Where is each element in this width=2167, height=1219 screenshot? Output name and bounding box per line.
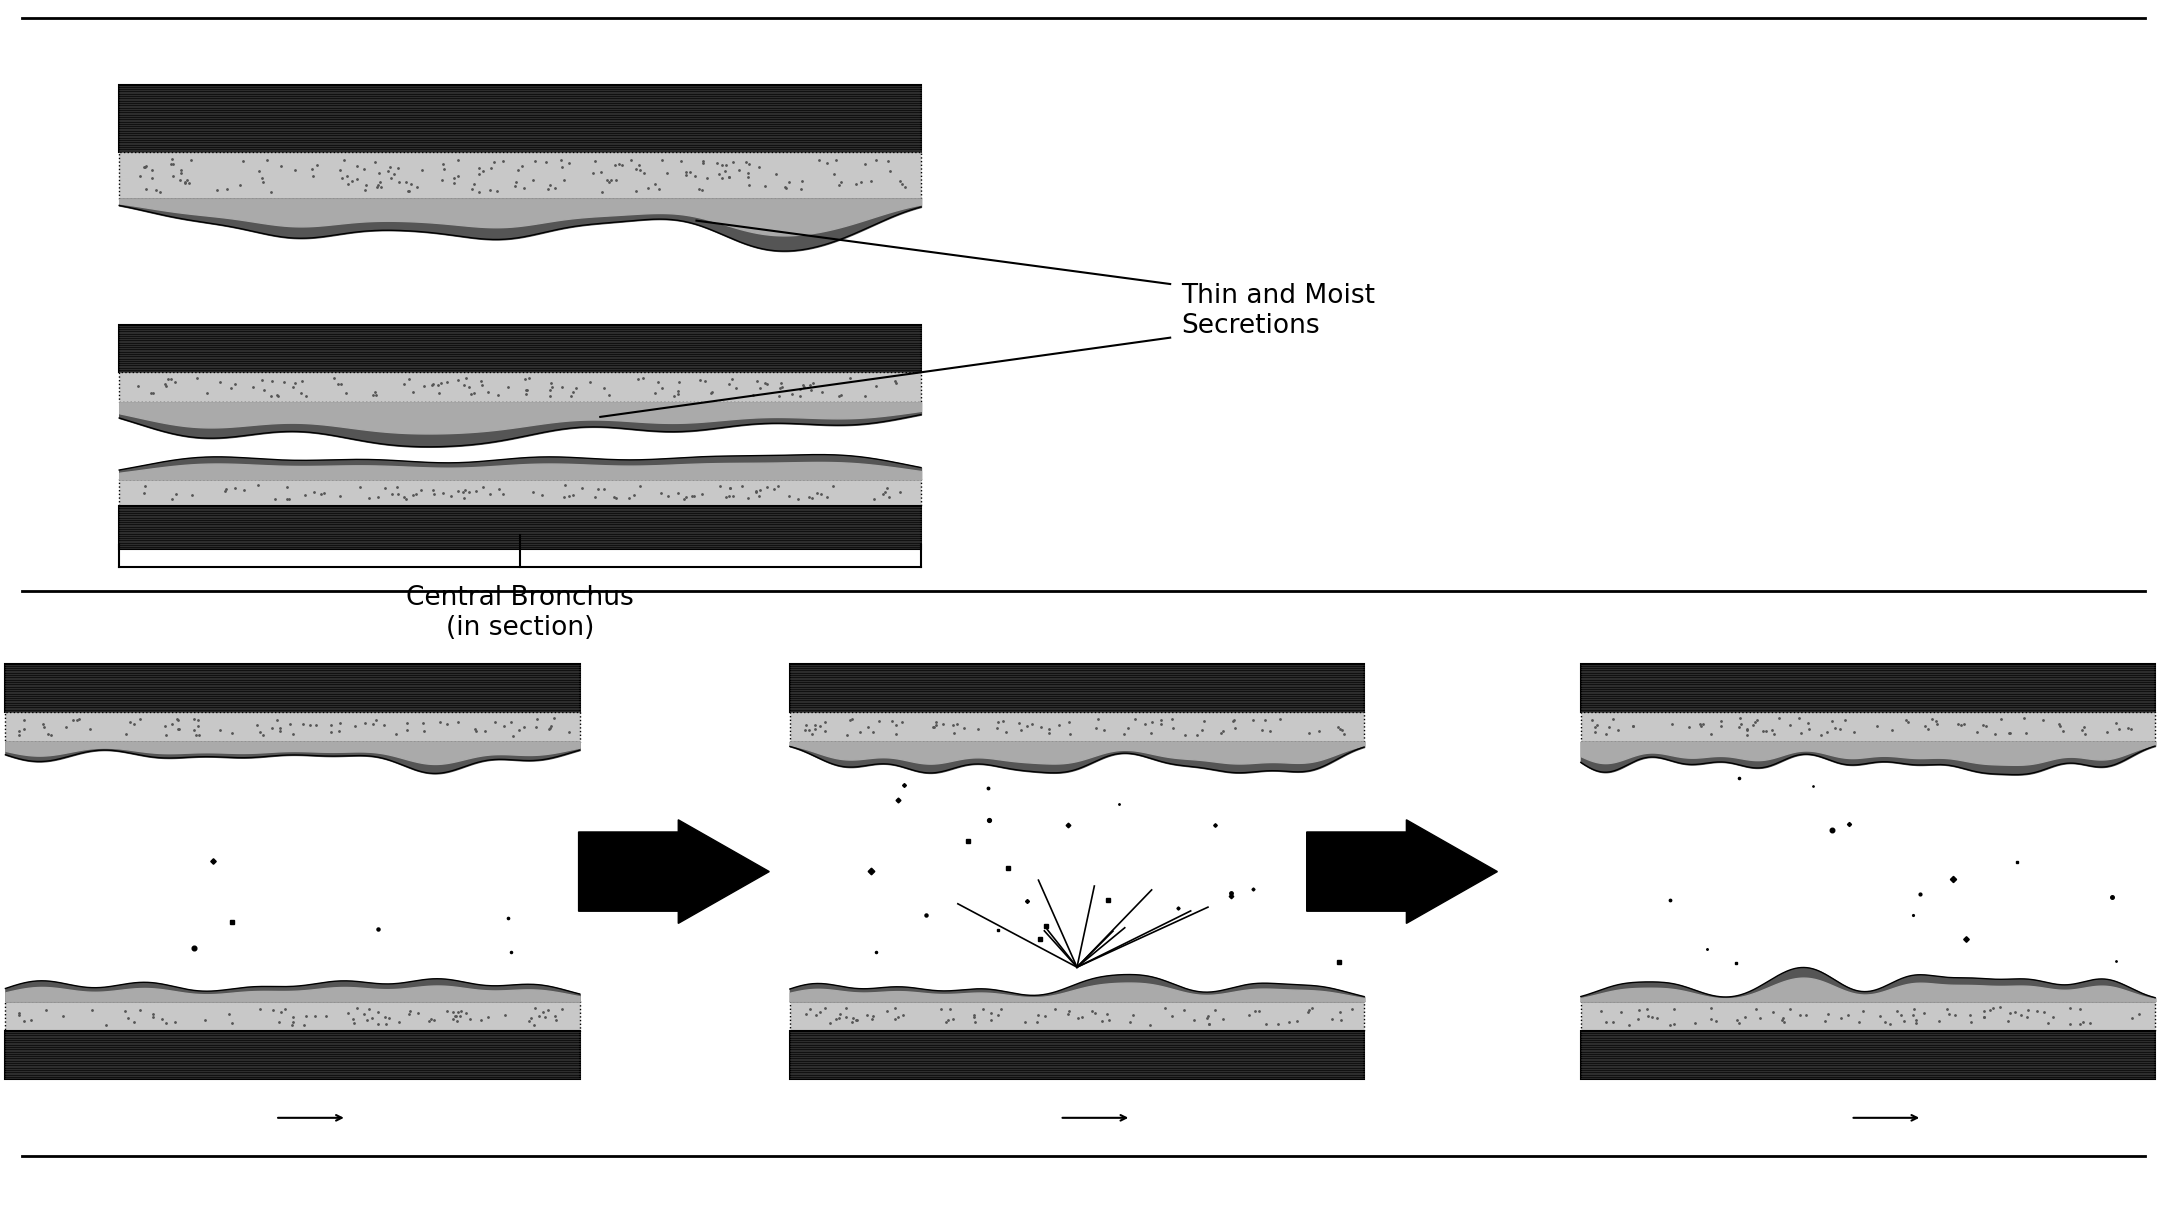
Bar <box>1582 1031 2154 1079</box>
Bar <box>789 664 1365 712</box>
Bar <box>7 1031 581 1079</box>
Bar <box>789 1031 1365 1079</box>
Bar <box>1582 712 2154 742</box>
Bar <box>7 1001 581 1031</box>
Text: Thin and Moist
Secretions: Thin and Moist Secretions <box>1181 283 1376 339</box>
Bar <box>119 325 921 372</box>
Bar <box>119 372 921 402</box>
Bar <box>789 1001 1365 1031</box>
Bar <box>119 85 921 152</box>
FancyArrow shape <box>579 819 769 924</box>
FancyArrow shape <box>1307 819 1497 924</box>
Bar <box>119 152 921 199</box>
Bar <box>1582 1001 2154 1031</box>
Bar <box>789 712 1365 742</box>
Bar <box>1582 664 2154 712</box>
Bar <box>7 664 581 712</box>
Bar <box>7 712 581 742</box>
Bar <box>119 479 921 506</box>
Bar <box>119 506 921 549</box>
Text: Central Bronchus
(in section): Central Bronchus (in section) <box>405 585 635 641</box>
